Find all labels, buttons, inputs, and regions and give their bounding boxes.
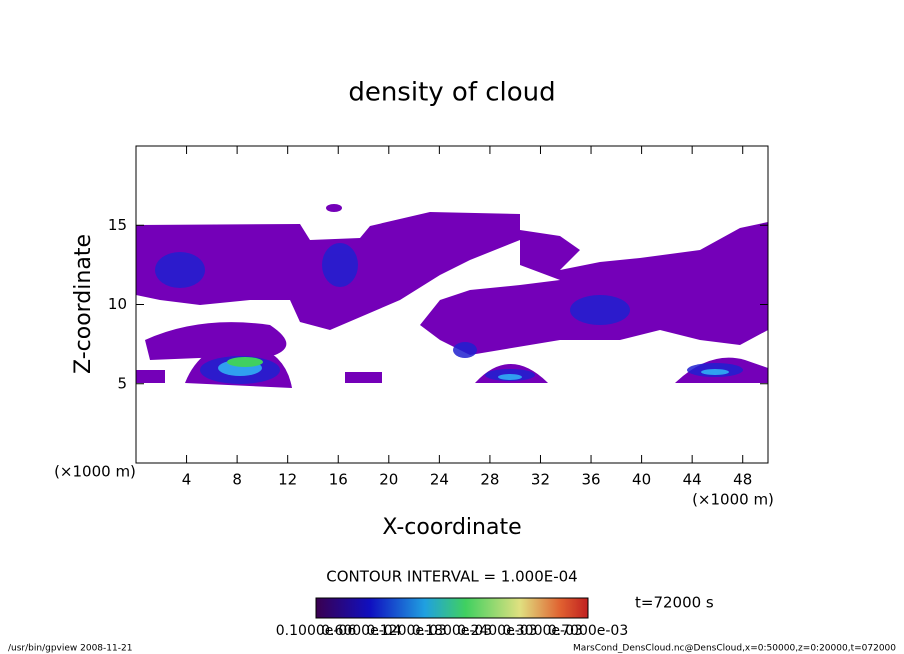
x-tick-label: 16 xyxy=(329,471,348,489)
x-tick-label: 36 xyxy=(581,471,600,489)
colorbar xyxy=(315,597,589,619)
colorbar-label: 0.7000e-03 xyxy=(548,623,628,639)
x-tick-label: 20 xyxy=(379,471,398,489)
x-tick-label: 32 xyxy=(531,471,550,489)
footer-left: /usr/bin/gpview 2008-11-21 xyxy=(8,644,132,654)
x-tick-label: 28 xyxy=(480,471,499,489)
colorbar-label: 0.1200e-03 xyxy=(366,623,446,639)
x-tick-label: 8 xyxy=(232,471,242,489)
colorbar-label: 0.1800e-03 xyxy=(412,623,492,639)
colorbar-label: 0.6000e-04 xyxy=(321,623,402,639)
x-tick-label: 12 xyxy=(278,471,297,489)
x-tick-label: 48 xyxy=(733,471,752,489)
y-unit: (×1000 m) xyxy=(54,463,136,481)
x-unit: (×1000 m) xyxy=(692,491,774,509)
colorbar-label: 0.3000e-03 xyxy=(502,623,582,639)
x-tick-label: 4 xyxy=(182,471,192,489)
chart-title: density of cloud xyxy=(348,78,555,108)
time-label: t=72000 s xyxy=(635,594,714,612)
y-tick-label: 15 xyxy=(108,216,127,234)
x-tick-label: 44 xyxy=(683,471,702,489)
y-tick-label: 10 xyxy=(108,295,127,313)
cloud-field xyxy=(136,204,768,388)
contour-interval: CONTOUR INTERVAL = 1.000E-04 xyxy=(326,568,577,586)
x-tick-label: 40 xyxy=(632,471,651,489)
x-axis-label: X-coordinate xyxy=(382,515,521,540)
x-tick-label: 24 xyxy=(430,471,449,489)
y-axis-label: Z-coordinate xyxy=(71,234,96,374)
colorbar-label: 0.1000e-06 xyxy=(276,623,357,639)
colorbar-label: 0.2400e-03 xyxy=(457,623,537,639)
y-tick-label: 5 xyxy=(117,374,127,392)
footer-right: MarsCond_DensCloud.nc@DensCloud,x=0:5000… xyxy=(573,644,896,654)
